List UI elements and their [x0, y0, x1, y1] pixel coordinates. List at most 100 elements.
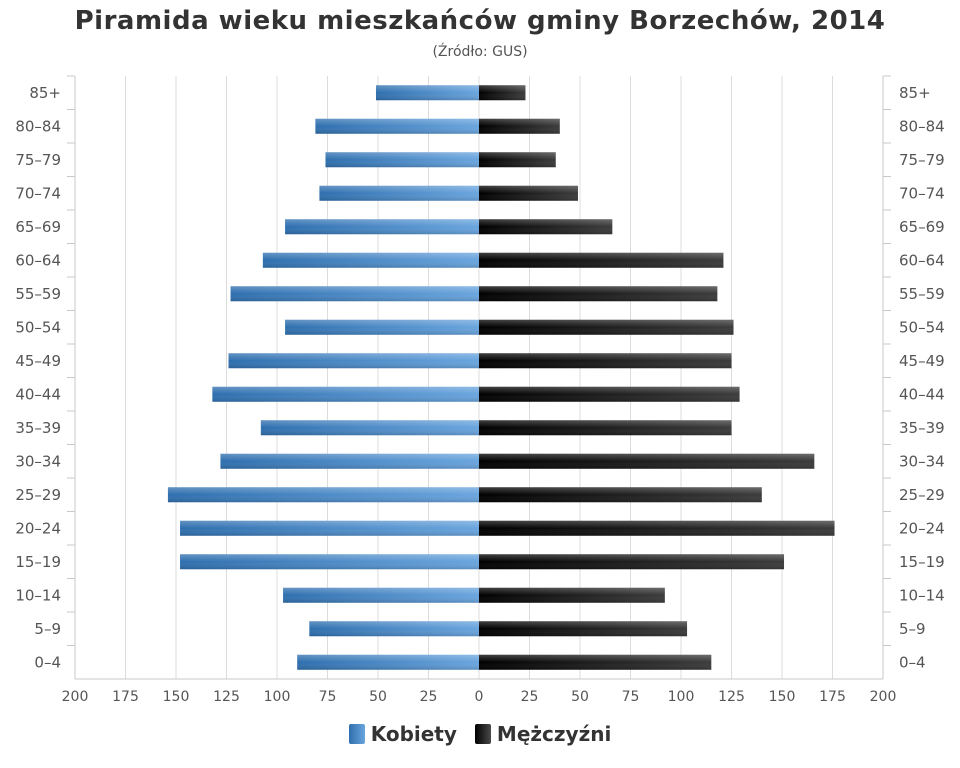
legend-swatch-mezczyzni: [474, 724, 491, 744]
bar-mezczyzni-shade: [479, 286, 718, 302]
category-label-left: 30–34: [15, 452, 61, 470]
x-tick-label: 50: [571, 689, 589, 705]
category-label-left: 75–79: [15, 151, 61, 169]
category-label-right: 60–64: [899, 251, 945, 269]
x-tick-label: 100: [668, 689, 695, 705]
legend-item-mezczyzni[interactable]: Mężczyźni: [474, 722, 612, 746]
bar-kobiety-shade: [212, 386, 480, 402]
bar-kobiety-shade: [220, 453, 479, 469]
x-tick-label: 200: [62, 689, 89, 705]
x-tick-label: 25: [420, 689, 438, 705]
category-label-right: 40–44: [899, 385, 945, 403]
category-label-left: 15–19: [15, 553, 61, 571]
category-label-left: 70–74: [15, 184, 61, 202]
category-label-left: 55–59: [15, 285, 61, 303]
category-label-right: 5–9: [899, 620, 926, 638]
category-label-left: 80–84: [15, 117, 61, 135]
bar-mezczyzni-shade: [479, 118, 560, 134]
legend-label-kobiety: Kobiety: [370, 722, 457, 746]
x-tick-label: 125: [718, 689, 745, 705]
category-label-right: 75–79: [899, 151, 945, 169]
category-label-right: 85+: [899, 84, 931, 102]
x-tick-label: 0: [475, 689, 484, 705]
bar-mezczyzni-shade: [479, 219, 613, 235]
bar-kobiety-shade: [260, 420, 479, 436]
category-label-right: 15–19: [899, 553, 945, 571]
bar-kobiety-shade: [180, 520, 480, 536]
bar-mezczyzni-shade: [479, 420, 732, 436]
category-label-left: 40–44: [15, 385, 61, 403]
grid-layer: [67, 75, 891, 680]
bar-mezczyzni-shade: [479, 487, 762, 503]
bar-kobiety-shade: [285, 319, 479, 335]
category-label-right: 45–49: [899, 352, 945, 370]
bar-mezczyzni-shade: [479, 152, 556, 168]
labels-layer: 200 175 150 125 100 75 50 25 0 25 50 75 100 125 150 175…: [15, 84, 944, 705]
category-label-left: 20–24: [15, 519, 61, 537]
category-label-right: 70–74: [899, 184, 945, 202]
bar-mezczyzni-shade: [479, 319, 734, 335]
bar-kobiety-shade: [309, 621, 479, 637]
category-label-left: 25–29: [15, 486, 61, 504]
x-tick-label: 125: [213, 689, 240, 705]
category-label-right: 55–59: [899, 285, 945, 303]
category-label-right: 10–14: [899, 586, 945, 604]
chart-title: Piramida wieku mieszkańców gminy Borzech…: [74, 6, 886, 36]
x-tick-label: 100: [264, 689, 291, 705]
bar-kobiety-shade: [167, 487, 480, 503]
x-tick-label: 200: [870, 689, 897, 705]
category-label-left: 45–49: [15, 352, 61, 370]
category-label-left: 5–9: [34, 620, 61, 638]
bar-mezczyzni-shade: [479, 386, 740, 402]
bar-kobiety-shade: [285, 219, 479, 235]
category-label-right: 0–4: [899, 653, 926, 671]
bar-kobiety-shade: [228, 353, 479, 369]
category-label-left: 65–69: [15, 218, 61, 236]
legend: Kobiety Mężczyźni: [0, 722, 960, 746]
bar-kobiety-shade: [325, 152, 479, 168]
category-label-left: 0–4: [34, 653, 61, 671]
bar-kobiety-shade: [315, 118, 479, 134]
bar-mezczyzni-shade: [479, 252, 724, 268]
bar-mezczyzni-shade: [479, 453, 815, 469]
bar-kobiety-shade: [319, 185, 479, 201]
category-label-right: 50–54: [899, 318, 945, 336]
legend-swatch-kobiety: [348, 724, 365, 744]
bar-mezczyzni-shade: [479, 621, 688, 637]
category-label-right: 20–24: [899, 519, 945, 537]
bar-mezczyzni-shade: [479, 587, 665, 603]
category-label-right: 80–84: [899, 117, 945, 135]
bar-mezczyzni-shade: [479, 185, 578, 201]
category-label-left: 35–39: [15, 419, 61, 437]
category-label-right: 65–69: [899, 218, 945, 236]
bar-kobiety-shade: [375, 85, 479, 101]
legend-label-mezczyzni: Mężczyźni: [496, 722, 612, 746]
bar-mezczyzni-shade: [479, 353, 732, 369]
bars-layer: [167, 85, 835, 670]
category-label-right: 25–29: [899, 486, 945, 504]
category-label-left: 50–54: [15, 318, 61, 336]
x-tick-label: 175: [819, 689, 846, 705]
x-tick-label: 75: [622, 689, 640, 705]
legend-item-kobiety[interactable]: Kobiety: [348, 722, 457, 746]
category-label-left: 60–64: [15, 251, 61, 269]
bar-mezczyzni-shade: [479, 520, 835, 536]
x-tick-label: 150: [769, 689, 796, 705]
bar-kobiety-shade: [283, 587, 479, 603]
x-tick-label: 25: [521, 689, 539, 705]
bar-mezczyzni-shade: [479, 554, 785, 570]
x-tick-label: 50: [369, 689, 387, 705]
bar-kobiety-shade: [230, 286, 479, 302]
category-label-right: 35–39: [899, 419, 945, 437]
x-tick-label: 175: [112, 689, 139, 705]
x-tick-label: 75: [319, 689, 337, 705]
bar-mezczyzni-shade: [479, 654, 712, 670]
category-label-left: 10–14: [15, 586, 61, 604]
bar-mezczyzni-shade: [479, 85, 526, 101]
category-label-left: 85+: [29, 84, 61, 102]
bar-kobiety-shade: [180, 554, 480, 570]
chart-subtitle: (Źródło: GUS): [432, 44, 528, 60]
category-label-right: 30–34: [899, 452, 945, 470]
x-tick-label: 150: [163, 689, 190, 705]
